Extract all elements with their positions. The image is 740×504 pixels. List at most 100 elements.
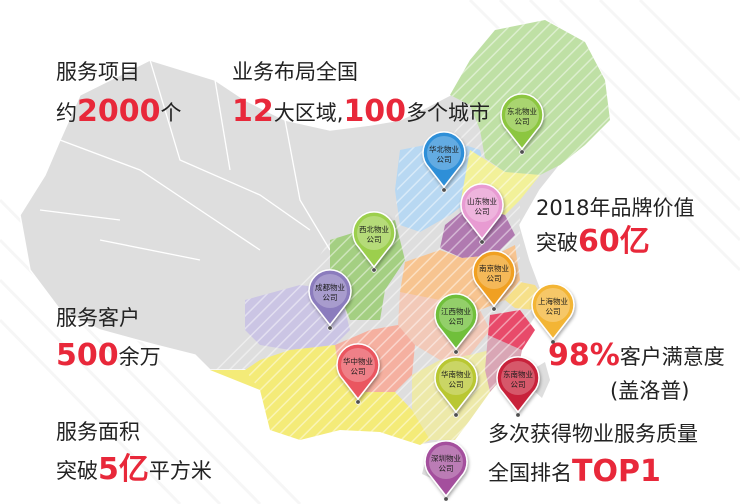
pin-inner-chengdu (313, 274, 347, 308)
city-dot-huazhong (355, 399, 361, 405)
brand-prefix: 突破 (536, 231, 578, 255)
pin-inner-huazhong (341, 348, 375, 382)
projects-stat: 服务项目 约2000个 (56, 58, 182, 127)
customers-suffix: 余万 (118, 345, 161, 369)
city-dot-huanan (453, 412, 459, 418)
city-dot-dongnan (515, 412, 521, 418)
brand-value-line: 突破60亿 (536, 227, 694, 257)
pin-sublabel-huanan: 公司 (449, 380, 464, 389)
satisfaction-value: 98% (548, 338, 620, 373)
area-value-line: 突破5亿平方米 (56, 455, 212, 485)
projects-title: 服务项目 (56, 60, 140, 84)
projects-value: 2000 (77, 94, 161, 129)
area-suffix: 平方米 (148, 459, 212, 483)
customers-value: 500 (56, 338, 119, 373)
pin-label-dongnan: 东南物业 (503, 369, 533, 379)
pin-label-shenzhen: 深圳物业 (431, 453, 461, 463)
pin-label-xibei: 西北物业 (359, 224, 389, 234)
pin-inner-shanghai (536, 288, 570, 322)
projects-value-line: 约2000个 (56, 97, 182, 127)
quality-stat: 多次获得物业服务质量 全国排名TOP1 (488, 420, 698, 487)
satisfaction-stat: 98%客户满意度 (盖洛普) (548, 341, 725, 405)
pin-sublabel-dongnan: 公司 (511, 380, 526, 389)
area-prefix: 突破 (56, 459, 98, 483)
pin-label-shandong: 山东物业 (467, 196, 497, 206)
city-dot-shenzhen (443, 496, 449, 502)
customers-title: 服务客户 (56, 306, 140, 330)
pin-inner-jiangxi (439, 298, 473, 332)
layout-value-regions: 12 (232, 94, 274, 129)
quality-line2: 全国排名TOP1 (488, 457, 698, 487)
pin-inner-nanjing (477, 255, 511, 289)
pin-label-huanan: 华南物业 (441, 369, 471, 379)
layout-value-cities: 100 (343, 94, 407, 129)
province-borders (39, 59, 331, 261)
projects-prefix: 约 (56, 101, 77, 125)
region-pins: 东北物业公司华北物业公司山东物业公司西北物业公司南京物业公司成都物业公司江西物业… (308, 93, 575, 498)
customers-value-line: 500余万 (56, 341, 161, 371)
pin-label-shanghai: 上海物业 (538, 296, 568, 306)
brand-title: 2018年品牌价值 (536, 196, 695, 220)
city-dot-jiangxi (453, 349, 459, 355)
layout-mid: 大区域, (273, 101, 344, 125)
city-dot-huabei (441, 187, 447, 193)
pin-label-chengdu: 成都物业 (315, 282, 345, 292)
pin-inner-huabei (427, 136, 461, 170)
layout-title: 业务布局全国 (232, 60, 358, 84)
pin-sublabel-huazhong: 公司 (351, 367, 366, 376)
quality-line1: 多次获得物业服务质量 (488, 422, 698, 446)
layout-stat: 业务布局全国 12大区域,100多个城市 (232, 58, 490, 127)
pin-inner-shenzhen (429, 445, 463, 479)
pin-inner-shandong (465, 188, 499, 222)
satisfaction-suffix: 客户满意度 (619, 345, 725, 369)
layout-value-line: 12大区域,100多个城市 (232, 97, 491, 127)
city-dot-dongbei (519, 149, 525, 155)
satisfaction-value-line: 98%客户满意度 (548, 341, 725, 371)
city-dot-nanjing (491, 306, 497, 312)
pin-sublabel-xibei: 公司 (367, 235, 382, 244)
layout-suffix: 多个城市 (406, 101, 491, 125)
pin-label-nanjing: 南京物业 (479, 263, 509, 273)
pin-label-huabei: 华北物业 (429, 144, 459, 154)
city-dot-xibei (371, 267, 377, 273)
pin-sublabel-dongbei: 公司 (515, 117, 530, 126)
area-value: 5亿 (98, 452, 149, 487)
pin-inner-huanan (439, 361, 473, 395)
brand-value: 60亿 (578, 224, 650, 259)
pin-sublabel-nanjing: 公司 (487, 274, 502, 283)
projects-suffix: 个 (160, 101, 182, 125)
pin-label-jiangxi: 江西物业 (441, 306, 471, 316)
pin-label-huazhong: 华中物业 (343, 356, 373, 366)
satisfaction-note: (盖洛普) (610, 379, 690, 403)
city-dot-shandong (479, 239, 485, 245)
pin-sublabel-shandong: 公司 (475, 207, 490, 216)
area-stat: 服务面积 突破5亿平方米 (56, 418, 212, 485)
pin-sublabel-chengdu: 公司 (323, 293, 338, 302)
pin-sublabel-shenzhen: 公司 (439, 464, 454, 473)
quality-line2-value: TOP1 (572, 454, 661, 489)
city-dot-chengdu (327, 325, 333, 331)
brand-stat: 2018年品牌价值 突破60亿 (536, 194, 694, 257)
customers-stat: 服务客户 500余万 (56, 304, 161, 371)
pin-sublabel-shanghai: 公司 (546, 307, 561, 316)
pin-inner-xibei (357, 216, 391, 250)
pin-sublabel-jiangxi: 公司 (449, 317, 464, 326)
quality-line2-prefix: 全国排名 (488, 461, 572, 485)
pin-inner-dongnan (501, 361, 535, 395)
pin-label-dongbei: 东北物业 (507, 106, 537, 116)
